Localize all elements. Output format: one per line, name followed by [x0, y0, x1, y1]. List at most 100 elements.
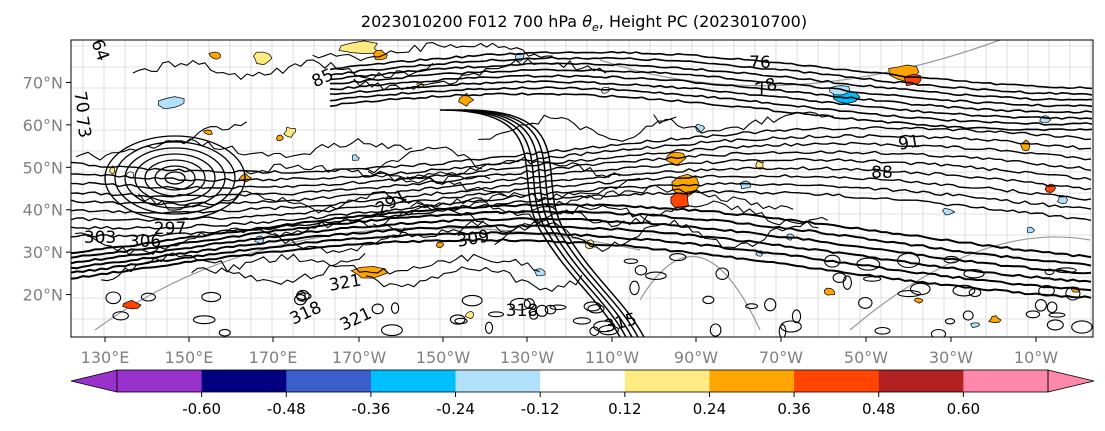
anomaly-patch: [122, 299, 142, 310]
height-contour: [191, 253, 540, 275]
height-contour: [367, 156, 621, 180]
anomaly-patch: [1026, 226, 1035, 234]
lon-label: 130°E: [81, 348, 130, 367]
height-contour: [587, 304, 605, 314]
height-contour: [71, 210, 1092, 267]
anomaly-patch: [694, 123, 706, 133]
height-contour: [71, 217, 1092, 275]
colorbar-tick-label: 0.60: [947, 400, 980, 418]
colorbar-segment: [370, 370, 457, 392]
height-contour: [583, 301, 602, 312]
height-contour: [856, 257, 881, 271]
contour-label: 318: [506, 301, 538, 321]
colorbar-tick-label: -0.48: [267, 400, 306, 418]
anomaly-patch: [941, 207, 956, 216]
height-contour: [863, 276, 882, 282]
colorbar-segment: [201, 370, 287, 392]
anomaly-patch: [970, 322, 981, 328]
height-contour: [361, 146, 483, 174]
height-contour: [140, 292, 156, 302]
lat-label: 40°N: [23, 201, 63, 220]
height-contour: [71, 189, 1092, 239]
colorbar-segments: [70, 369, 1095, 393]
anomaly-patch: [670, 192, 689, 208]
height-contour: [952, 284, 976, 297]
height-contour: [896, 252, 921, 269]
height-contour: [461, 294, 483, 307]
height-contour: [549, 304, 567, 311]
height-contour: [909, 282, 931, 296]
colorbar-tick-label: 0.24: [693, 400, 726, 418]
colorbar-tick-label: -0.12: [521, 400, 560, 418]
height-contour: [778, 324, 787, 337]
height-contours: [71, 42, 1093, 337]
height-contour: [897, 290, 921, 298]
height-contour: [791, 309, 802, 324]
height-contour: [780, 320, 802, 333]
height-contour: [943, 255, 960, 264]
height-contour: [457, 109, 639, 337]
height-contour: [71, 182, 1092, 230]
colorbar-tick-label: -0.36: [352, 400, 391, 418]
height-contour: [112, 311, 129, 321]
height-contour: [329, 68, 1093, 108]
latitude-labels: 20°N 30°N 40°N 50°N 60°N 70°N: [23, 73, 71, 305]
colorbar-tick-label: 0.36: [777, 400, 810, 418]
height-contour: [296, 289, 310, 302]
anomaly-patch: [253, 51, 273, 65]
height-contour: [380, 324, 403, 337]
colorbar-segment: [878, 370, 964, 392]
height-contour: [1044, 268, 1055, 276]
contour-label: 91: [897, 131, 922, 154]
height-contour: [499, 184, 794, 215]
height-contour: [535, 304, 549, 317]
anomaly-patch: [464, 310, 474, 319]
contour-label: 76: [749, 53, 771, 73]
height-contour: [745, 303, 759, 310]
anomaly-patch: [202, 129, 213, 136]
height-contour: [842, 275, 852, 290]
height-contour: [702, 295, 715, 305]
lon-label: 50°W: [844, 348, 888, 367]
height-contour: [371, 303, 384, 315]
height-contour: [144, 159, 206, 197]
height-contour: [365, 266, 583, 292]
height-contour: [353, 58, 607, 91]
height-contour: [858, 296, 873, 309]
height-contour: [192, 315, 216, 325]
lon-label: 30°W: [929, 348, 973, 367]
height-contour: [645, 271, 667, 281]
height-contour: [968, 288, 982, 298]
height-contour: [164, 171, 186, 185]
anomaly-patch: [351, 154, 360, 161]
colorbar-tick-label: 0.12: [608, 400, 641, 418]
height-contour: [154, 165, 196, 191]
height-contour: [201, 291, 222, 303]
height-contour: [101, 252, 366, 285]
gridlines: [71, 40, 1093, 337]
colorbar-tick-label: -0.60: [182, 400, 221, 418]
anomaly-patch: [338, 40, 380, 54]
height-contour: [406, 174, 641, 201]
contour-label: 64: [87, 37, 113, 64]
height-contour: [132, 59, 434, 80]
height-contour: [372, 197, 548, 228]
height-contour: [1034, 299, 1047, 312]
height-contour: [124, 147, 226, 209]
height-contour: [329, 51, 1093, 90]
height-contour: [545, 200, 828, 228]
lon-label: 150°E: [165, 348, 214, 367]
height-contour: [329, 56, 1093, 96]
height-contour: [243, 163, 491, 185]
lat-label: 20°N: [23, 286, 63, 305]
height-contour: [930, 328, 947, 337]
height-contour: [451, 109, 633, 337]
colorbar-extend-low: [70, 369, 118, 393]
height-contour: [329, 92, 1093, 132]
height-contour: [71, 174, 1092, 222]
height-contour: [629, 280, 640, 296]
height-contour: [824, 254, 841, 268]
longitude-labels: 130°E 150°E 170°E 170°W 150°W 130°W 110°W 90°W 7…: [81, 337, 1058, 367]
